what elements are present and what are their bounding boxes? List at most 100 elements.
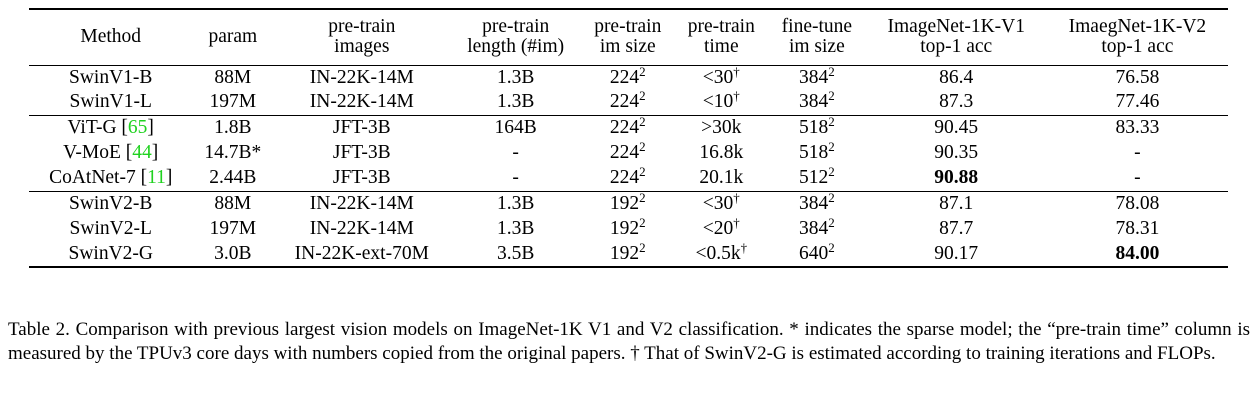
cell-value: IN-22K-14M	[309, 193, 414, 215]
cell-value: <30	[702, 193, 734, 215]
cell-value: 78.08	[1115, 193, 1160, 215]
citation-bracket: ]	[147, 117, 154, 139]
header-line: pre-train	[482, 15, 550, 37]
cell-imagenet-v2-acc: 84.00	[1047, 242, 1228, 267]
superscript: 2	[639, 139, 646, 155]
cell-pretrain-images: JFT-3B	[273, 116, 450, 141]
cell-param: 88M	[192, 65, 273, 90]
header-line: Method	[80, 26, 142, 48]
cell-value: 384	[798, 66, 829, 88]
cell-value: 518	[798, 117, 829, 139]
header-param: param	[192, 9, 273, 65]
cell-value: 3.0B	[214, 242, 252, 264]
cell-value: 384	[798, 193, 829, 215]
cell-imagenet-v1-acc: 87.7	[866, 217, 1047, 242]
cell-param: 197M	[192, 217, 273, 242]
cell-value: 3.5B	[496, 242, 535, 264]
superscript: 2	[639, 239, 646, 255]
citation-link: 65	[127, 117, 148, 139]
cell-pretrain-time: 20.1k	[675, 166, 769, 191]
cell-imagenet-v2-acc: 78.31	[1047, 217, 1228, 242]
cell-value: 78.31	[1115, 218, 1160, 240]
method-name: SwinV1-L	[69, 91, 152, 113]
citation-bracket: ]	[151, 142, 159, 164]
table-row: SwinV1-L 197M IN-22K-14M 1.3B 2242 <10† 3842 87…	[29, 88, 1228, 115]
cell-pretrain-length: 164B	[450, 116, 581, 141]
cell-pretrain-images: IN-22K-14M	[273, 217, 450, 242]
cell-imagenet-v2-acc: -	[1047, 166, 1228, 191]
cell-value: 197M	[209, 218, 257, 240]
cell-value: 192	[609, 218, 640, 240]
cell-value: 192	[609, 242, 640, 264]
superscript: †	[733, 215, 740, 231]
table-header: Method param pre-train images pre-train lengt…	[29, 9, 1228, 65]
superscript: 2	[828, 215, 835, 231]
cell-pretrain-length: -	[450, 166, 581, 191]
method-name: SwinV2-B	[69, 193, 153, 215]
cell-pretrain-time: <30†	[675, 65, 769, 90]
cell-value: 1.3B	[496, 91, 535, 113]
cell-imagenet-v1-acc: 87.1	[866, 191, 1047, 216]
cell-value: IN-22K-14M	[309, 66, 414, 88]
cell-value: 76.58	[1115, 66, 1160, 88]
cell-finetune-im-size: 5182	[768, 140, 866, 166]
cell-method: SwinV2-B	[29, 191, 192, 216]
cell-value: 87.1	[939, 193, 974, 215]
cell-pretrain-images: JFT-3B	[273, 166, 450, 191]
superscript: †	[733, 88, 740, 104]
method-name: SwinV1-B	[69, 66, 153, 88]
cell-value: 1.3B	[496, 193, 535, 215]
cell-finetune-im-size: 5122	[768, 165, 866, 191]
table-row: ViT-G [65] 1.8B JFT-3B 164B 2242 >30k 5182 90.4…	[29, 115, 1228, 141]
cell-value: 164B	[494, 117, 537, 139]
cell-value: 224	[609, 167, 640, 189]
cell-value: 88M	[214, 193, 252, 215]
cell-value: 16.8k	[699, 142, 744, 164]
superscript: 2	[828, 190, 835, 206]
superscript: †	[740, 239, 748, 255]
cell-value: 384	[798, 218, 829, 240]
cell-value: 86.4	[939, 66, 974, 88]
cell-finetune-im-size: 3842	[768, 215, 866, 242]
superscript: 2	[828, 239, 835, 255]
cell-value: 197M	[209, 91, 257, 113]
header-line: ImaegNet-1K-V2	[1068, 15, 1207, 37]
table-caption: Table 2. Comparison with previous larges…	[8, 319, 1250, 364]
header-line: length (#im)	[467, 36, 565, 58]
cell-imagenet-v1-acc: 86.4	[866, 65, 1047, 90]
cell-pretrain-time: >30k	[675, 116, 769, 141]
cell-value: <10	[702, 91, 734, 113]
cell-param: 1.8B	[192, 116, 273, 141]
header-line: pre-train	[328, 15, 396, 37]
cell-pretrain-length: 1.3B	[450, 90, 581, 115]
superscript: †	[733, 63, 740, 79]
cell-imagenet-v1-acc: 90.45	[866, 116, 1047, 141]
cell-pretrain-im-size: 2242	[581, 139, 675, 166]
cell-method: SwinV2-G	[29, 242, 192, 267]
header-row: Method param pre-train images pre-train lengt…	[29, 9, 1228, 65]
method-name: SwinV2-G	[68, 242, 153, 264]
cell-param: 197M	[192, 90, 273, 115]
cell-value: JFT-3B	[332, 117, 391, 139]
cell-imagenet-v1-acc: 90.17	[866, 242, 1047, 267]
cell-value: 640	[798, 242, 829, 264]
cell-pretrain-time: <20†	[675, 215, 769, 242]
method-name: V-MoE [	[63, 142, 133, 164]
header-line: ImageNet-1K-V1	[887, 15, 1025, 37]
cell-pretrain-length: 1.3B	[450, 191, 581, 216]
cell-value: >30k	[701, 117, 742, 139]
header-line: top-1 acc	[920, 36, 993, 58]
cell-imagenet-v2-acc: 83.33	[1047, 116, 1228, 141]
cell-param: 3.0B	[192, 242, 273, 267]
method-name: SwinV2-L	[69, 218, 152, 240]
cell-value: 87.3	[939, 91, 974, 113]
cell-imagenet-v2-acc: 77.46	[1047, 90, 1228, 115]
cell-value: 224	[609, 142, 640, 164]
cell-pretrain-time: <10†	[675, 88, 769, 115]
cell-pretrain-length: 1.3B	[450, 65, 581, 90]
cell-imagenet-v2-acc: 78.08	[1047, 191, 1228, 216]
cell-value: 77.46	[1115, 91, 1160, 113]
cell-value: -	[512, 142, 519, 164]
cell-value: 224	[609, 117, 640, 139]
cell-finetune-im-size: 5182	[768, 115, 866, 141]
